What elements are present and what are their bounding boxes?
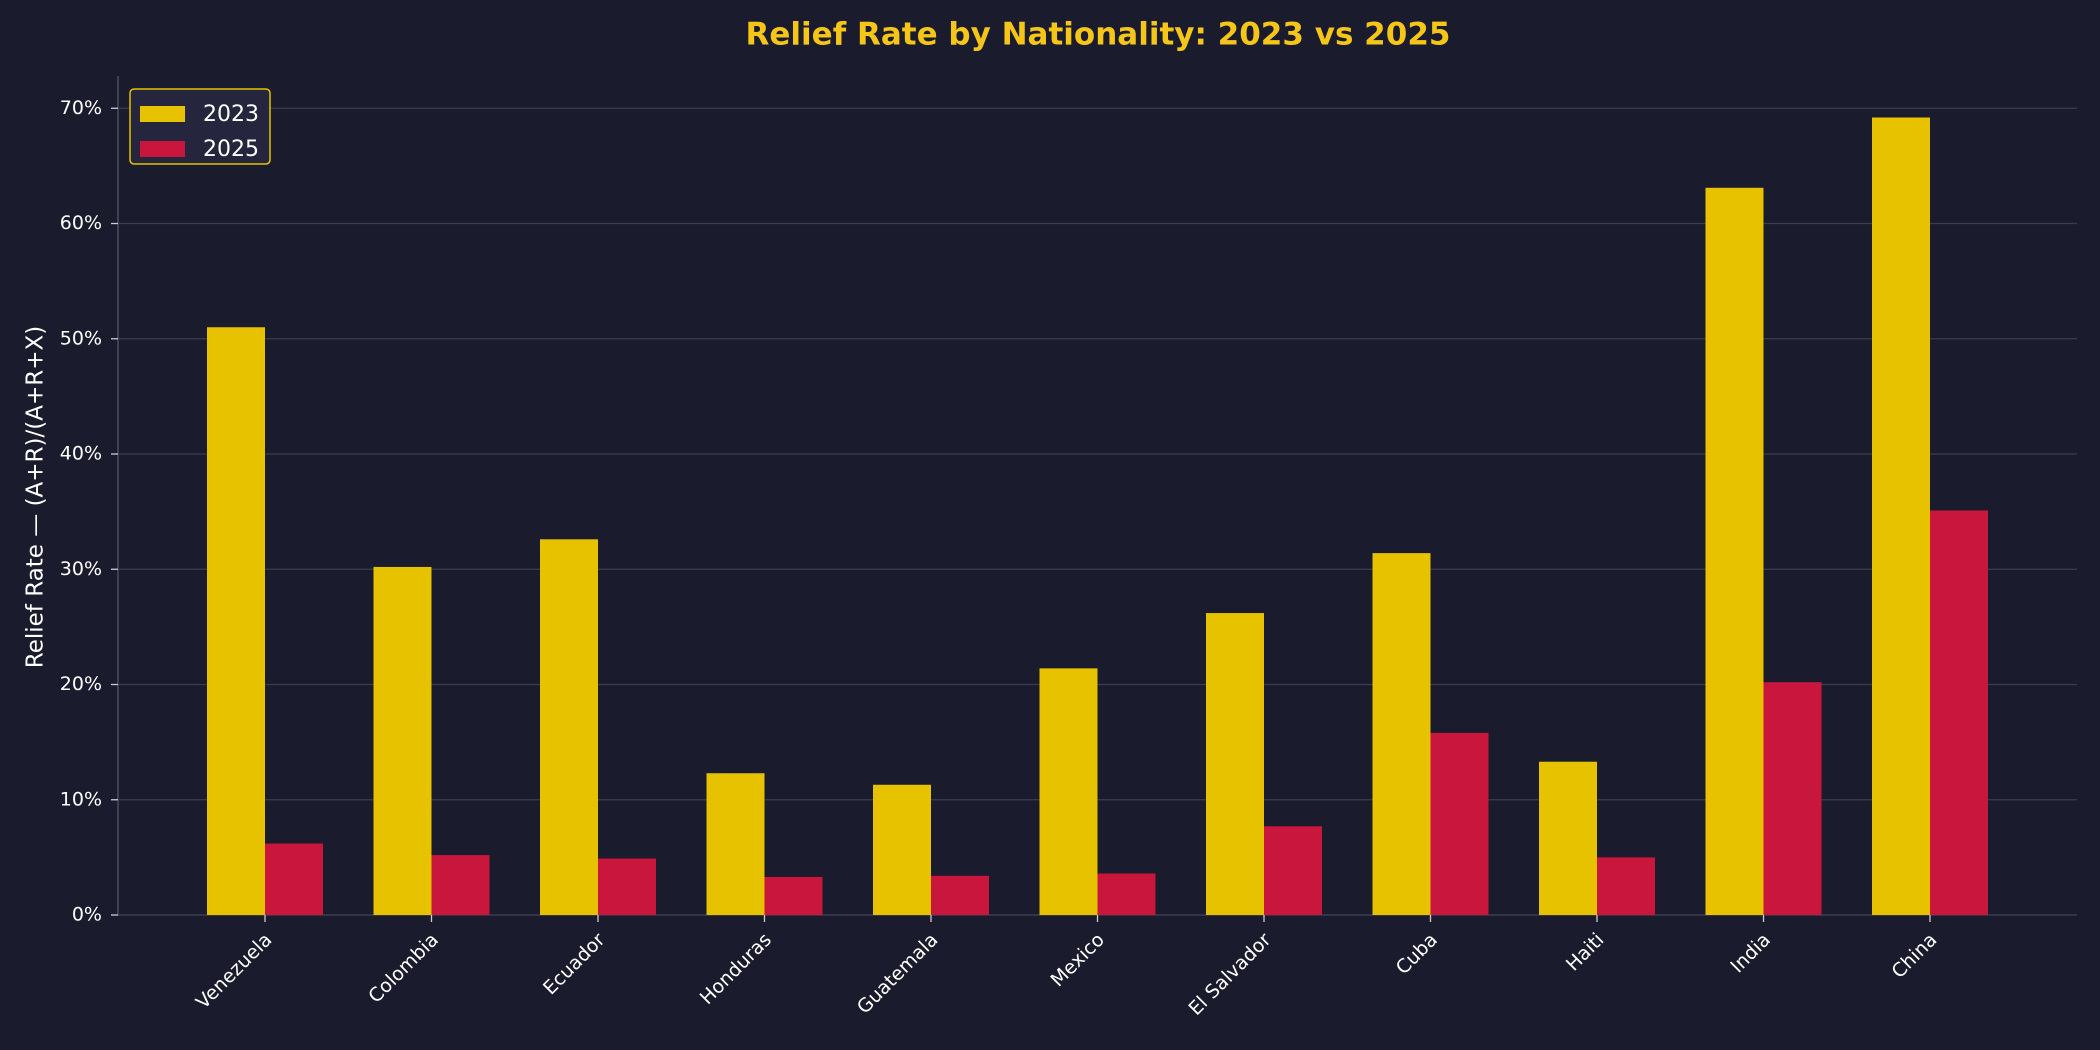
y-tick-label: 50% <box>60 327 102 349</box>
bar <box>873 784 931 915</box>
bar <box>207 327 265 915</box>
y-tick-label: 10% <box>60 788 102 810</box>
x-tick-label: Haiti <box>1562 929 1609 976</box>
x-tick-label: India <box>1726 929 1775 978</box>
y-axis-label: Relief Rate — (A+R)/(A+R+X) <box>23 326 49 668</box>
y-tick-label: 20% <box>60 673 102 695</box>
bar <box>1763 682 1822 915</box>
x-tick-label: Guatemala <box>853 929 943 1019</box>
bar <box>1264 826 1322 915</box>
bar <box>373 566 432 915</box>
bar <box>1597 857 1655 915</box>
legend-label: 2025 <box>203 137 259 162</box>
bar <box>931 875 989 915</box>
bar <box>1930 510 1988 915</box>
bar <box>431 855 490 915</box>
y-tick-label: 0% <box>72 904 102 926</box>
legend-swatch <box>140 106 185 122</box>
bar <box>706 773 765 915</box>
bar <box>598 858 656 915</box>
x-tick-label: Honduras <box>696 929 776 1009</box>
y-tick-label: 30% <box>60 558 102 580</box>
x-tick-label: El Salvador <box>1184 929 1275 1020</box>
x-tick-label: China <box>1887 929 1941 983</box>
bar <box>1206 613 1264 915</box>
bar <box>1539 761 1597 915</box>
y-tick-label: 40% <box>60 443 102 465</box>
bar <box>1372 553 1431 915</box>
y-tick-label: 60% <box>60 212 102 234</box>
bar <box>1705 187 1764 915</box>
bar <box>540 539 598 915</box>
bar <box>1097 873 1156 915</box>
x-tick-label: Venezuela <box>192 929 277 1014</box>
x-tick-label: Mexico <box>1046 929 1108 991</box>
x-tick-label: Ecuador <box>539 929 610 1000</box>
bar <box>1039 668 1098 915</box>
x-tick-label: Cuba <box>1392 929 1442 979</box>
x-tick-label: Colombia <box>364 929 443 1008</box>
chart-title: Relief Rate by Nationality: 2023 vs 2025 <box>746 17 1451 53</box>
bar <box>1872 117 1930 915</box>
legend-label: 2023 <box>203 102 259 127</box>
bar <box>764 876 823 915</box>
y-tick-label: 70% <box>60 97 102 119</box>
bar <box>265 843 323 915</box>
bar <box>1430 732 1489 915</box>
legend-swatch <box>140 141 185 157</box>
